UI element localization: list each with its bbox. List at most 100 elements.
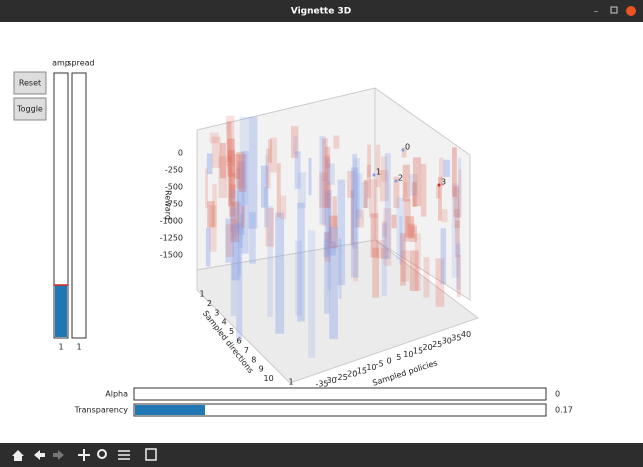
surface-strip (219, 143, 226, 179)
surface-strip (241, 151, 249, 254)
window-title: Vignette 3D (291, 7, 351, 17)
surface-strip (205, 227, 211, 267)
surface-strip (353, 158, 361, 228)
slider-track[interactable] (133, 387, 547, 401)
surface-strip (227, 132, 232, 163)
annotated-point (401, 148, 405, 152)
slider-label: Alpha (105, 390, 128, 399)
surface-strip (227, 150, 235, 207)
button[interactable] (13, 97, 47, 121)
surface-strip (290, 126, 299, 159)
z-tick-label: -750 (165, 200, 183, 209)
toolbar (0, 443, 643, 467)
y-tick-label: 8 (251, 355, 256, 364)
surface-strip (294, 151, 301, 189)
surface-strip (456, 243, 461, 290)
configure-icon[interactable] (118, 450, 130, 460)
surface-strip (380, 247, 389, 260)
surface-strip (234, 153, 240, 179)
surface-strip (381, 223, 387, 296)
minimize-button[interactable]: – (594, 7, 599, 17)
surface-strip (361, 181, 369, 209)
point-annotation: 1 (376, 168, 381, 177)
button-label[interactable]: Reset (19, 79, 41, 88)
surface-strip (393, 176, 400, 208)
surface-strip (355, 173, 363, 219)
slider-label: spread (67, 59, 94, 68)
surface-strip (218, 156, 228, 198)
surface-strip (239, 116, 248, 206)
surface-strip (225, 218, 231, 263)
surface-strip (376, 240, 385, 259)
surface-strip (209, 204, 217, 252)
surface-strip (455, 220, 461, 258)
annotated-point (372, 173, 376, 177)
button-label[interactable]: Toggle (16, 105, 43, 114)
home-icon[interactable] (12, 450, 24, 461)
surface-strip (230, 207, 237, 317)
surface-strip (267, 206, 273, 317)
surface-strip (325, 146, 331, 169)
surface-strip (372, 247, 380, 298)
annotated-point (394, 179, 398, 183)
surface-strip (327, 241, 336, 256)
surface-strip (399, 215, 403, 265)
back-icon[interactable] (34, 450, 45, 460)
y-tick-label: 1 (199, 290, 204, 299)
surface-strip (228, 167, 233, 203)
slider-track[interactable] (133, 403, 547, 417)
slider-value: 0 (555, 390, 560, 399)
surface-strip (322, 138, 328, 182)
slider-fill (135, 405, 206, 415)
surface-strip (238, 202, 242, 277)
surface-strip (265, 148, 271, 189)
y-tick-label: 7 (244, 346, 249, 355)
maximize-button[interactable] (610, 6, 618, 14)
surface-strip (407, 223, 416, 239)
forward-icon[interactable] (53, 450, 64, 460)
close-button[interactable] (626, 6, 636, 16)
surface-strip (239, 213, 243, 248)
surface-strip (396, 197, 405, 260)
surface-strip (382, 221, 387, 238)
surface-strip (260, 165, 269, 208)
surface-strip (297, 202, 305, 322)
surface-strip (323, 232, 330, 258)
slider-value: 0.17 (555, 406, 573, 415)
surface-strip (338, 238, 342, 299)
surface-strip (405, 216, 414, 238)
button[interactable] (13, 71, 47, 95)
surface-strip (458, 169, 462, 218)
surface-strip (414, 233, 421, 291)
toolbar-icons (12, 448, 157, 461)
z-tick-label: -500 (165, 183, 183, 192)
slider-label: Transparency (74, 406, 129, 415)
pan-icon[interactable] (78, 449, 90, 461)
surface-strip (337, 179, 346, 286)
surface-strip (423, 257, 430, 298)
surface-strip (229, 184, 236, 199)
slider-track[interactable] (71, 72, 87, 339)
surface-strip (332, 196, 337, 228)
surface-strip (206, 153, 213, 175)
z-tick-label: -1500 (160, 251, 183, 260)
zoom-icon[interactable] (97, 449, 107, 459)
save-icon[interactable] (145, 448, 157, 461)
title-bar (0, 0, 643, 22)
surface-strip (328, 215, 338, 249)
surface-strip (367, 144, 371, 178)
surface-strip (353, 241, 359, 282)
surface-strip (375, 144, 381, 188)
surface-strip (439, 157, 444, 187)
slider-fill (55, 285, 67, 337)
surface-strip (451, 147, 457, 198)
surface-strip (263, 186, 268, 228)
surface-strip (280, 195, 287, 220)
surface-strip (327, 192, 332, 291)
surface-strip (297, 172, 306, 209)
surface-strip (237, 161, 245, 235)
surface-strip (355, 209, 365, 228)
slider-track[interactable] (53, 72, 69, 339)
point-annotation: 2 (398, 174, 403, 183)
surface-strip (440, 228, 447, 285)
